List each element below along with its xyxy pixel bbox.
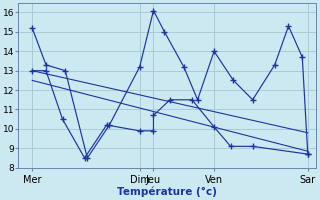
X-axis label: Température (°c): Température (°c) (117, 187, 217, 197)
